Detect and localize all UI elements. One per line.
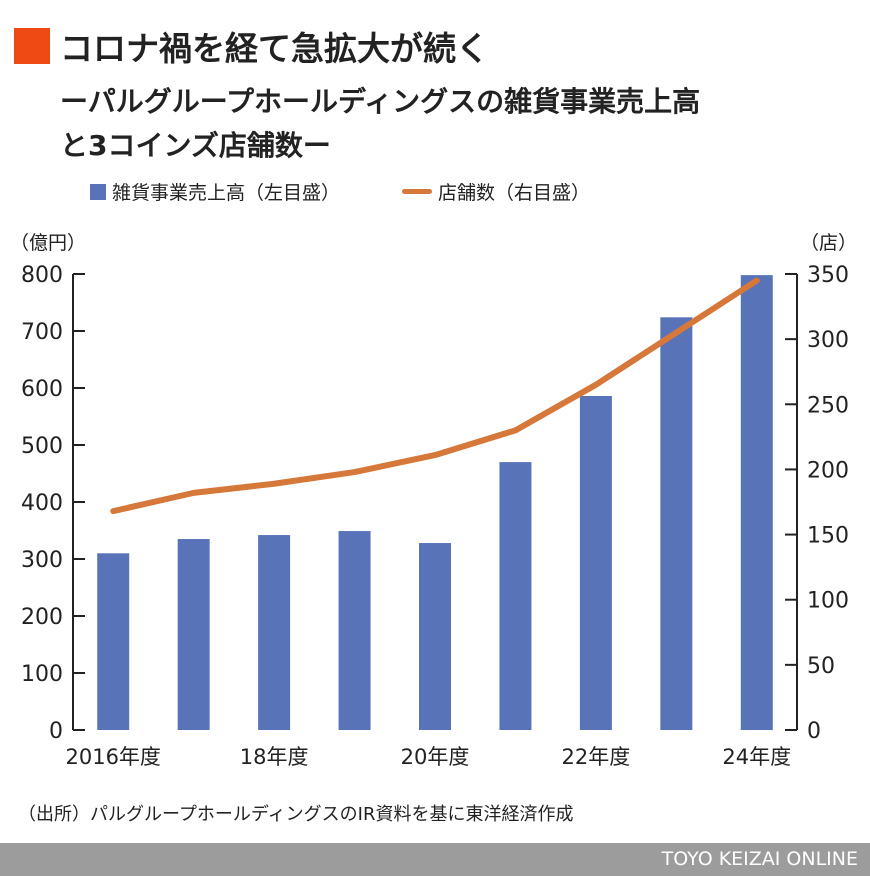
x-tick-label: 18年度 xyxy=(240,745,309,769)
right-tick-label: 250 xyxy=(807,393,849,418)
x-tick-label: 2016年度 xyxy=(65,745,160,769)
store-count-line xyxy=(110,277,760,515)
bar xyxy=(419,543,451,730)
left-tick-label: 500 xyxy=(21,434,63,459)
chart-title: コロナ禍を経て急拡大が続く xyxy=(14,22,489,70)
left-tick-label: 800 xyxy=(21,263,63,288)
footer-bar: TOYO KEIZAI ONLINE xyxy=(0,843,870,876)
chart-plot: 0 100 200 300 400 500 600 700 800 0 50 100 150 200 250… xyxy=(21,263,849,769)
left-tick-label: 600 xyxy=(21,377,63,402)
right-tick-label: 300 xyxy=(807,328,849,353)
left-tick-label: 0 xyxy=(49,719,63,744)
x-tick-label: 22年度 xyxy=(562,745,631,769)
left-tick-label: 400 xyxy=(21,491,63,516)
bar xyxy=(258,535,291,730)
bar xyxy=(579,395,612,730)
x-tick-label: 20年度 xyxy=(401,745,470,769)
legend-line-label: 店舗数（右目盛） xyxy=(438,182,591,204)
legend-bar-swatch xyxy=(90,183,106,200)
right-tick-label: 350 xyxy=(807,263,849,288)
bar xyxy=(740,275,773,730)
right-tick-label: 100 xyxy=(807,589,849,614)
left-tick-label: 700 xyxy=(21,320,63,345)
bar xyxy=(499,462,532,730)
title-marker xyxy=(14,28,50,64)
x-tick-label: 24年度 xyxy=(722,745,791,769)
right-axis-unit: （店） xyxy=(800,232,858,254)
left-tick-label: 100 xyxy=(21,662,63,687)
legend: 雑貨事業売上高（左目盛） 店舗数（右目盛） xyxy=(90,178,590,205)
source-note: （出所）パルグループホールディングスのIR資料を基に東洋経済作成 xyxy=(18,804,574,825)
subtitle-line1: ーパルグループホールディングスの雑貨事業売上高 xyxy=(60,85,701,118)
left-tick-label: 300 xyxy=(21,548,63,573)
bar xyxy=(338,531,371,730)
right-tick-label: 150 xyxy=(807,524,849,549)
legend-line-swatch xyxy=(402,189,433,194)
bar xyxy=(660,317,693,730)
right-tick-label: 200 xyxy=(807,458,849,483)
bar xyxy=(97,553,130,730)
left-axis-unit: （億円） xyxy=(10,232,87,254)
bar xyxy=(177,539,210,730)
subtitle-line2: と3コインズ店舗数ー xyxy=(60,129,331,162)
left-tick-label: 200 xyxy=(21,605,63,630)
legend-bar-label: 雑貨事業売上高（左目盛） xyxy=(112,182,341,204)
title-text: コロナ禍を経て急拡大が続く xyxy=(60,29,489,68)
right-tick-label: 0 xyxy=(807,719,821,744)
footer-brand: TOYO KEIZAI ONLINE xyxy=(661,848,858,870)
right-tick-label: 50 xyxy=(807,654,835,679)
